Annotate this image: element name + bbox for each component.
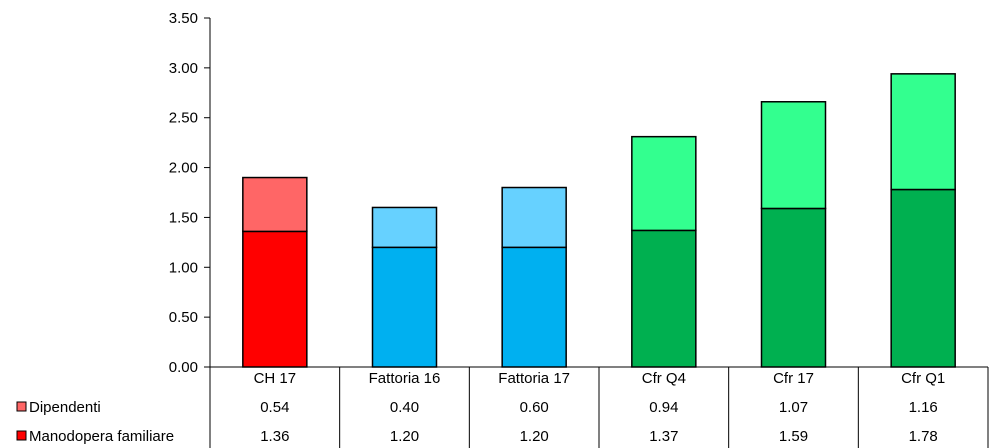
bar-segment (501, 186, 567, 249)
data-label: 1.20 (390, 428, 419, 445)
y-tick-label: 3.50 (169, 10, 198, 27)
legend-key (16, 430, 27, 441)
data-table: CH 17 Fattoria 16 Fattoria 17 Cfr Q4 Cfr 17 C… (16, 366, 989, 448)
data-label: 0.40 (390, 399, 419, 416)
category-label: Fattoria 17 (498, 370, 570, 387)
legend-label: Manodopera familiare (29, 428, 174, 445)
y-tick-label: 1.50 (169, 209, 198, 226)
category-label: Cfr 17 (773, 370, 814, 387)
bar-segment (501, 246, 567, 368)
bar-segment (242, 230, 308, 368)
y-tick-label: 0.00 (169, 359, 198, 376)
data-label: 0.60 (520, 399, 549, 416)
bar-segment (890, 73, 956, 191)
data-label: 1.16 (909, 399, 938, 416)
data-label: 1.37 (649, 428, 678, 445)
bar-segment (631, 135, 697, 232)
y-tick-label: 2.00 (169, 160, 198, 177)
bar-segment (371, 246, 438, 368)
bar-segment (760, 207, 827, 368)
y-tick-label: 3.00 (169, 60, 198, 77)
y-axis: 0.00 0.50 1.00 1.50 2.00 2.50 3.00 3.50 (169, 10, 211, 376)
bar-segment (760, 101, 827, 210)
category-label: Cfr Q1 (901, 370, 945, 387)
y-tick-label: 1.00 (169, 259, 198, 276)
data-label: 1.59 (779, 428, 808, 445)
bar-segment (890, 188, 956, 368)
y-tick-label: 2.50 (169, 110, 198, 127)
category-label: Cfr Q4 (642, 370, 686, 387)
data-label: 1.07 (779, 399, 808, 416)
legend-key (16, 401, 27, 412)
data-label: 0.94 (649, 399, 678, 416)
data-label: 1.78 (909, 428, 938, 445)
bar-segment (631, 229, 697, 368)
data-label: 1.20 (520, 428, 549, 445)
y-tick-label: 0.50 (169, 309, 198, 326)
category-label: CH 17 (254, 370, 297, 387)
category-label: Fattoria 16 (369, 370, 441, 387)
bars (242, 73, 956, 368)
legend-label: Dipendenti (29, 399, 101, 416)
data-label: 1.36 (260, 428, 289, 445)
bar-segment (371, 206, 438, 249)
data-label: 0.54 (260, 399, 289, 416)
bar-segment (242, 176, 308, 233)
